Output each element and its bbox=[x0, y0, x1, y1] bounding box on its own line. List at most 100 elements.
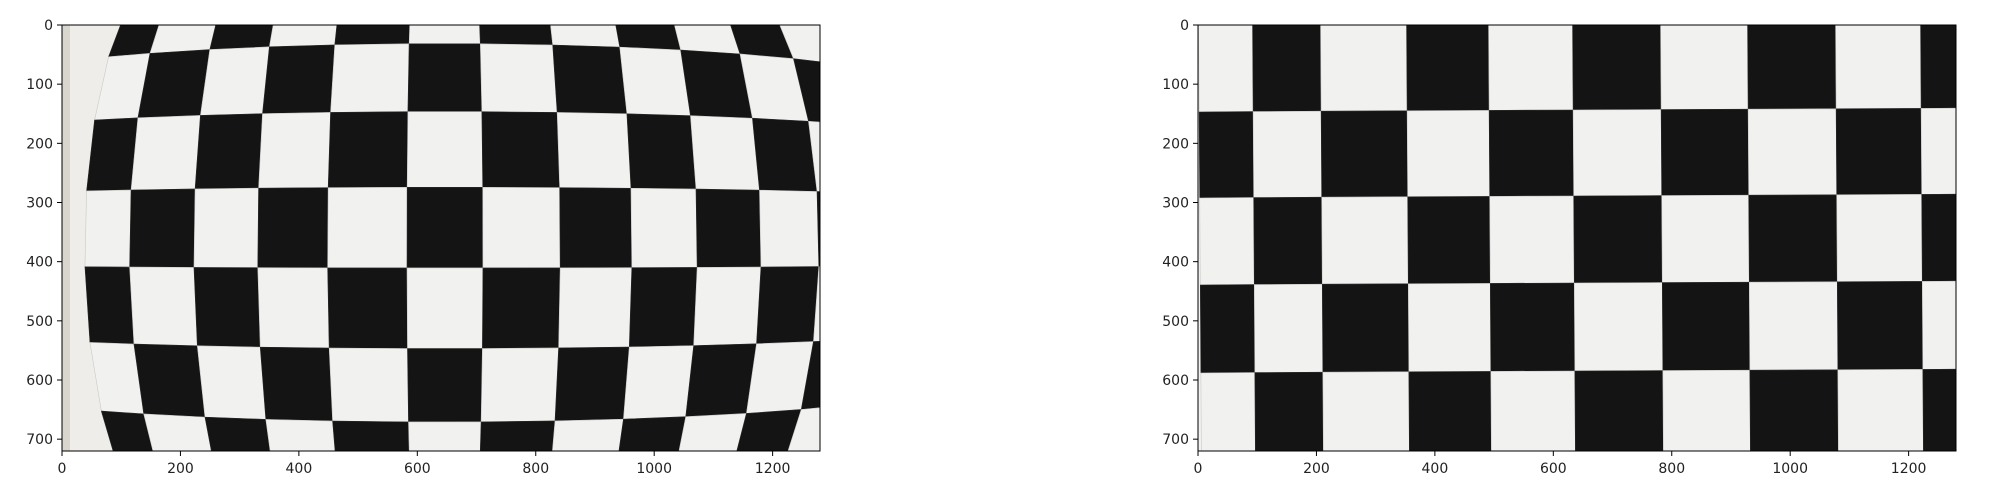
dark-square bbox=[695, 188, 762, 268]
dark-square bbox=[332, 420, 410, 451]
dark-square bbox=[1574, 370, 1664, 451]
light-square bbox=[1253, 283, 1324, 373]
dark-square bbox=[327, 267, 408, 349]
dark-square bbox=[204, 416, 271, 451]
dark-square bbox=[1836, 281, 1924, 371]
dark-square bbox=[1407, 196, 1491, 285]
light-square bbox=[552, 418, 624, 451]
y-tick-label: 200 bbox=[1162, 136, 1189, 152]
light-square bbox=[779, 25, 820, 63]
light-square bbox=[327, 187, 408, 269]
dark-square bbox=[1253, 196, 1323, 285]
light-square bbox=[1406, 0, 1489, 24]
dark-square bbox=[1748, 194, 1838, 283]
dark-square bbox=[1488, 109, 1575, 197]
x-tick-label: 800 bbox=[1658, 461, 1685, 477]
light-square bbox=[1575, 458, 1664, 502]
x-tick-label: 600 bbox=[1540, 461, 1567, 477]
light-square bbox=[1252, 0, 1321, 25]
light-square bbox=[265, 419, 336, 451]
dark-square bbox=[554, 346, 630, 422]
light-square bbox=[130, 115, 201, 191]
dark-square bbox=[628, 267, 698, 348]
light-square bbox=[759, 189, 820, 268]
dark-square bbox=[129, 188, 196, 268]
light-square bbox=[556, 112, 632, 189]
dark-square bbox=[137, 49, 211, 119]
light-square bbox=[1747, 0, 1836, 22]
dark-square bbox=[1661, 281, 1751, 371]
light-square bbox=[257, 267, 330, 349]
light-square bbox=[693, 266, 762, 346]
light-square bbox=[258, 112, 331, 189]
light-square bbox=[1920, 0, 1981, 21]
dark-square bbox=[1920, 25, 1956, 109]
x-tick-label: 1200 bbox=[1891, 461, 1927, 477]
x-tick-label: 1000 bbox=[636, 461, 672, 477]
dark-square bbox=[1572, 25, 1662, 111]
light-square bbox=[619, 46, 691, 117]
axes-frame bbox=[61, 24, 821, 452]
light-square bbox=[1921, 280, 1956, 370]
x-tick-label: 200 bbox=[1303, 461, 1330, 477]
light-square bbox=[1252, 110, 1323, 198]
dark-square bbox=[1489, 282, 1576, 372]
x-tick-label: 1200 bbox=[755, 461, 791, 477]
dark-square bbox=[1199, 284, 1256, 374]
y-tick-label: 700 bbox=[1162, 432, 1189, 448]
light-square bbox=[1660, 25, 1749, 110]
dark-square bbox=[1201, 460, 1256, 502]
dark-square bbox=[1660, 108, 1750, 196]
dark-square bbox=[481, 111, 560, 188]
light-square bbox=[1836, 194, 1923, 283]
light-square bbox=[1490, 370, 1576, 451]
y-tick-label: 600 bbox=[1162, 373, 1189, 389]
axis-ticks: 0 200 400 600 800 1000 1200 0 100 200 300 400 500 600… bbox=[1162, 18, 1926, 477]
light-square bbox=[480, 43, 558, 113]
light-square bbox=[330, 43, 410, 113]
light-square bbox=[630, 187, 698, 268]
light-square bbox=[1200, 372, 1256, 451]
dark-square bbox=[1252, 25, 1322, 112]
light-square bbox=[1748, 281, 1839, 371]
distorted-checkerboard-image bbox=[62, 25, 820, 451]
light-square bbox=[129, 266, 198, 347]
light-square bbox=[1199, 197, 1255, 286]
dark-square bbox=[479, 25, 554, 46]
light-square bbox=[193, 187, 259, 269]
light-square bbox=[1406, 110, 1491, 198]
light-square bbox=[1407, 283, 1492, 373]
dark-square bbox=[1749, 369, 1839, 451]
dark-square bbox=[193, 267, 261, 348]
dark-square bbox=[685, 343, 757, 418]
x-tick-label: 0 bbox=[58, 461, 67, 477]
dark-square bbox=[1320, 110, 1409, 198]
light-square bbox=[558, 267, 633, 349]
light-square bbox=[84, 189, 132, 268]
dark-square bbox=[1488, 0, 1573, 23]
x-tick-label: 400 bbox=[286, 461, 313, 477]
light-square bbox=[1661, 194, 1750, 283]
light-square bbox=[550, 25, 621, 48]
subplot-distorted: 0 200 400 600 800 1000 1200 0 100 200 300 400 500 600… bbox=[26, 18, 821, 477]
dark-square bbox=[482, 267, 561, 349]
axis-ticks: 0 200 400 600 800 1000 1200 0 100 200 300 400 500 600… bbox=[26, 18, 790, 477]
dark-square bbox=[800, 340, 820, 410]
y-tick-label: 100 bbox=[1162, 77, 1189, 93]
light-square bbox=[200, 46, 270, 116]
y-tick-label: 300 bbox=[1162, 196, 1189, 212]
y-tick-label: 300 bbox=[26, 196, 53, 212]
light-square bbox=[328, 347, 409, 423]
dark-square bbox=[1747, 25, 1837, 110]
y-tick-label: 500 bbox=[26, 314, 53, 330]
dark-square bbox=[559, 187, 633, 269]
dark-square bbox=[618, 416, 687, 451]
y-tick-label: 400 bbox=[26, 255, 53, 271]
light-square bbox=[787, 407, 820, 451]
dark-square bbox=[1922, 368, 1956, 451]
dark-square bbox=[194, 113, 263, 190]
axes-frame bbox=[1197, 24, 1957, 452]
light-square bbox=[197, 345, 267, 420]
dark-square bbox=[1835, 108, 1923, 196]
